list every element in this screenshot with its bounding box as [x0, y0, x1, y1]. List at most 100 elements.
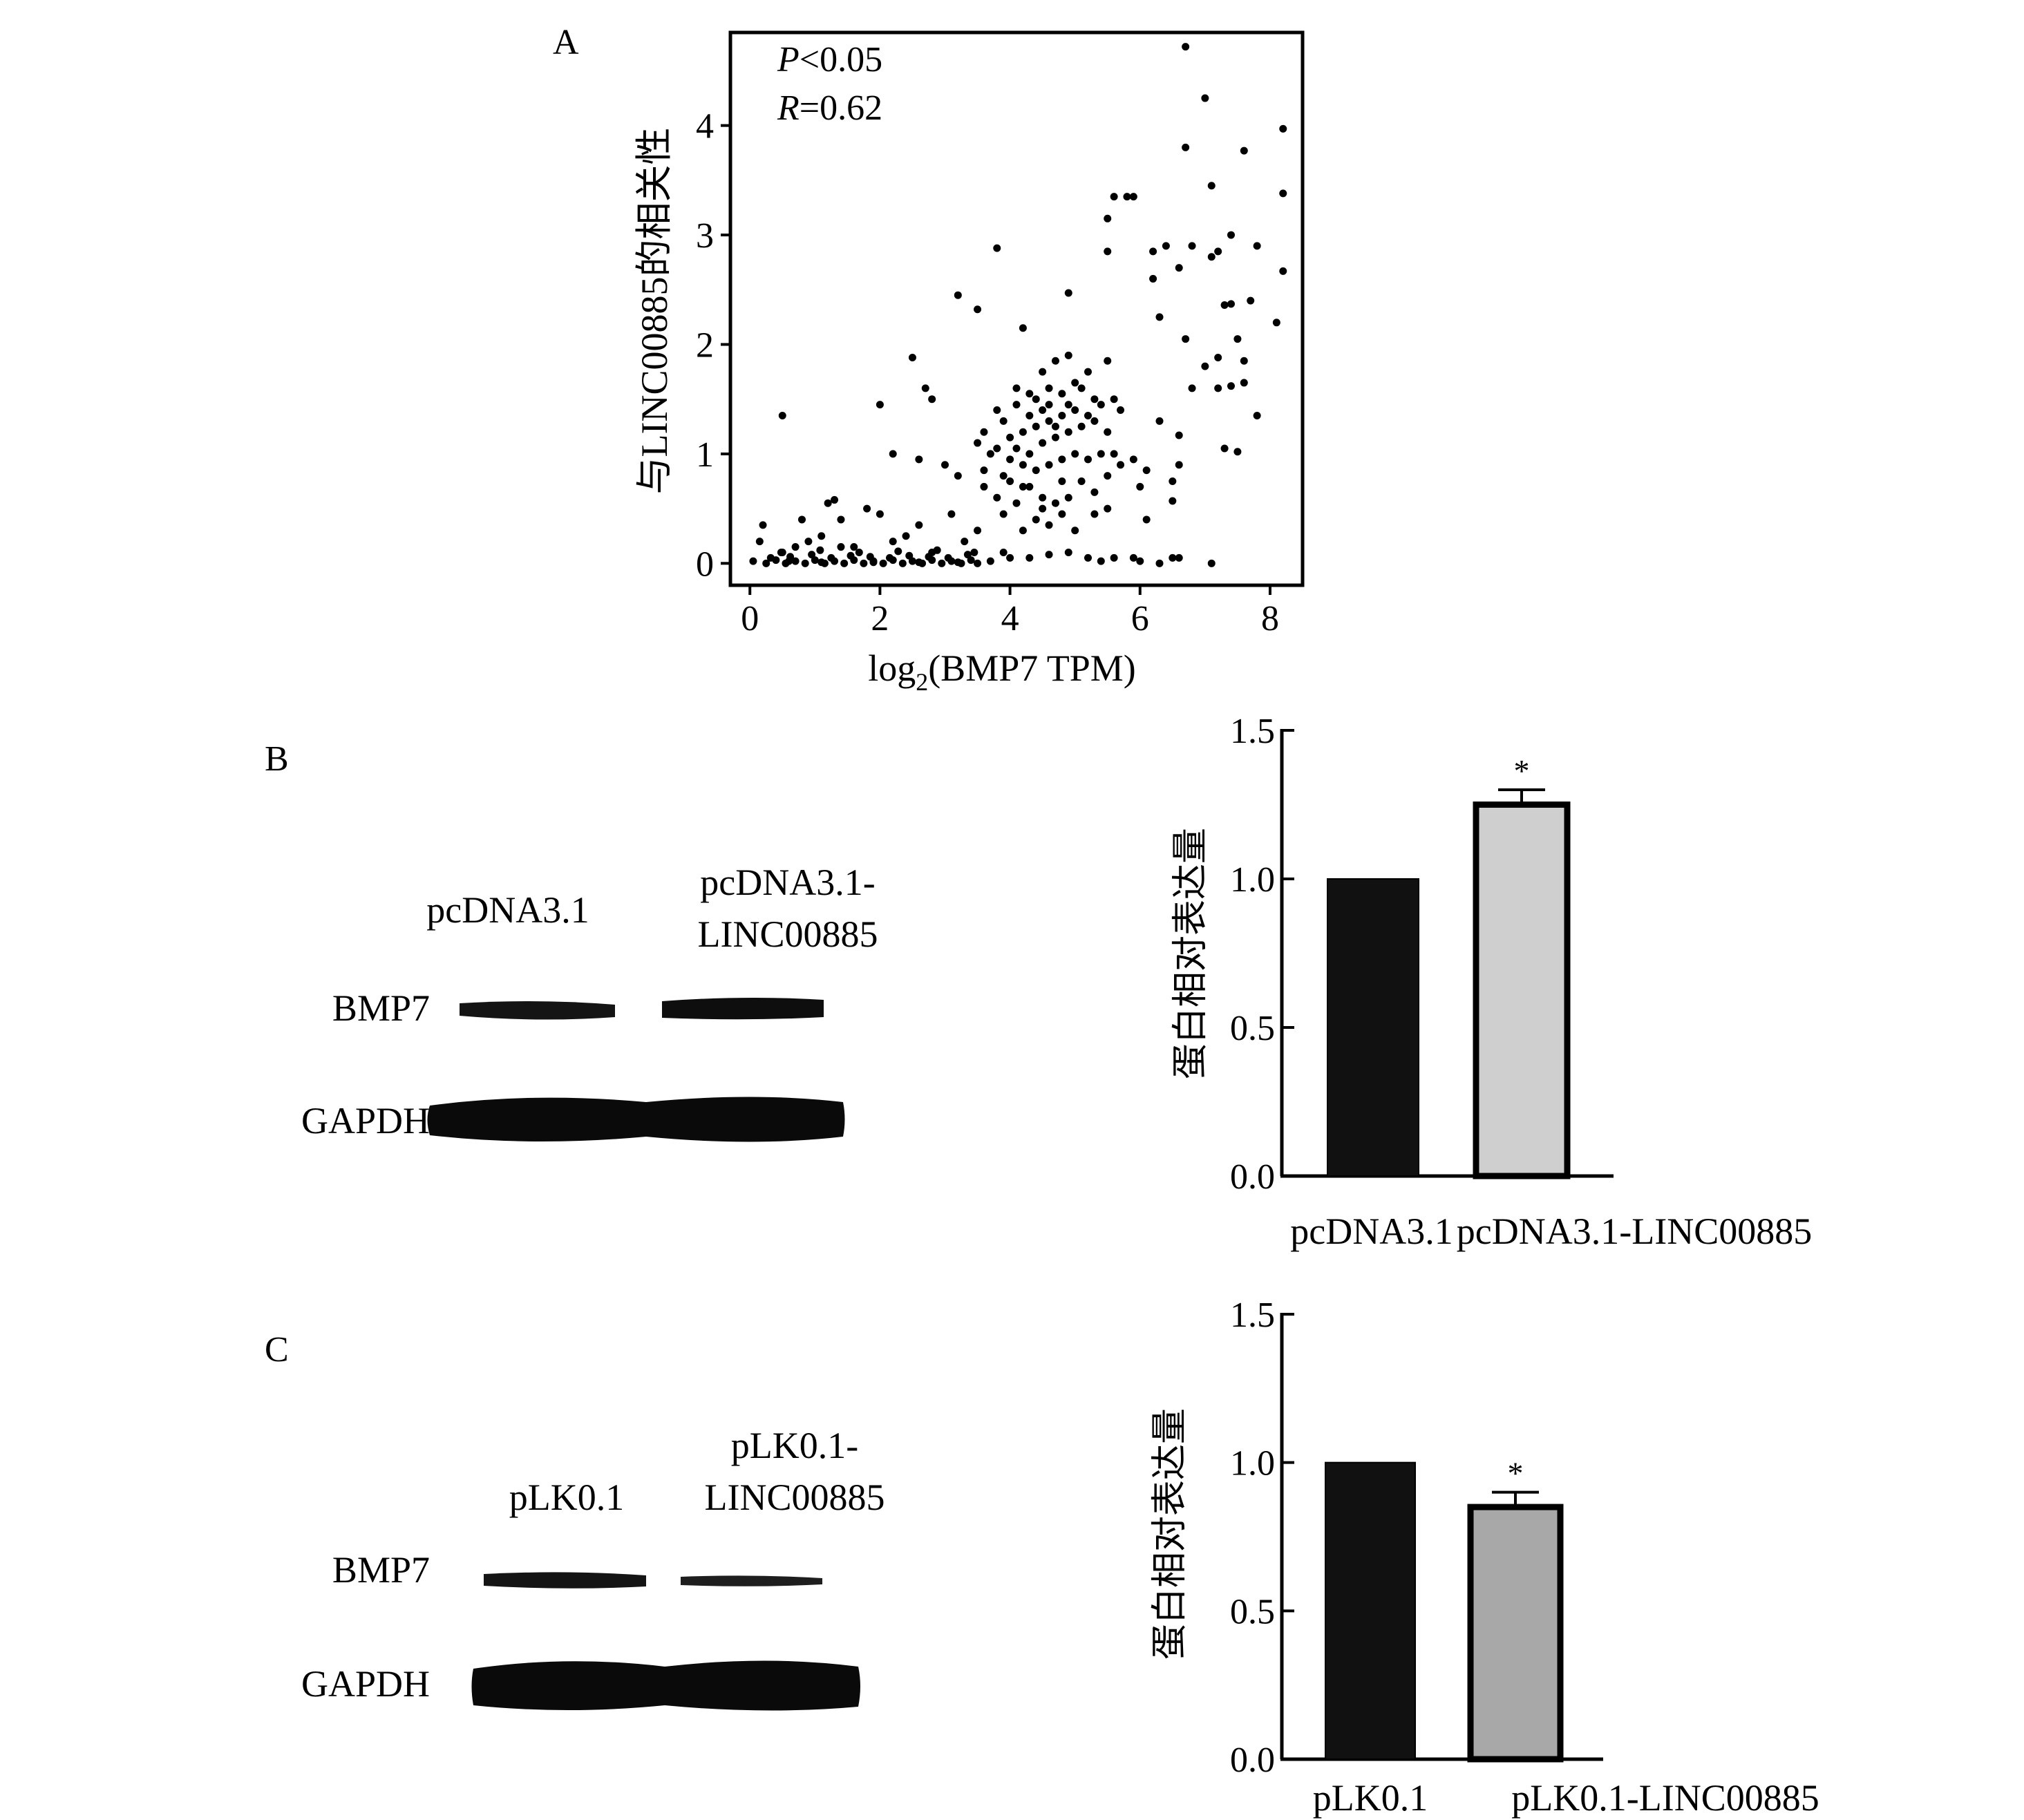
band-bmp7-lane2	[662, 997, 824, 1020]
lane-label-pcdna-linc-line1: pcDNA3.1-	[700, 862, 875, 903]
y-tick-label: 0.5	[1230, 1009, 1275, 1048]
scatter-point	[798, 515, 806, 524]
scatter-point	[938, 559, 946, 567]
scatter-point	[1182, 143, 1190, 151]
scatter-point	[1142, 466, 1151, 475]
scatter-point	[1240, 146, 1248, 155]
bar	[1473, 802, 1571, 1179]
scatter-point	[1032, 466, 1040, 475]
scatter-point	[860, 559, 868, 567]
band-bmp7-lane1	[460, 1001, 615, 1020]
y-tick-label: 0.0	[1230, 1741, 1275, 1780]
scatter-point	[755, 538, 764, 546]
panel-c-letter: C	[265, 1330, 289, 1369]
scatter-point	[811, 556, 819, 565]
scatter-point	[1155, 417, 1164, 425]
scatter-point	[1207, 253, 1216, 261]
scatter-point	[1175, 461, 1183, 469]
r-symbol: R	[777, 88, 800, 128]
p-value: <0.05	[800, 40, 882, 79]
bar-chart-b: 0.00.51.01.5pcDNA3.1*pcDNA3.1-LINC00885 …	[1171, 712, 1812, 1252]
panel-b: B pcDNA3.1 pcDNA3.1- LINC00885 BMP7 GAPD…	[265, 739, 878, 1142]
scatter-point	[1045, 461, 1053, 469]
scatter-point	[1025, 482, 1034, 491]
scatter-point	[1279, 189, 1287, 198]
scatter-point	[993, 406, 1001, 415]
scatter-point	[1188, 384, 1196, 392]
scatter-point	[954, 558, 962, 567]
scatter-point	[1077, 422, 1086, 430]
bar-b-marks: 0.0 0.5 1.0 1.5 pcDNA3.1 * pcDNA3.1-LINC00885	[1230, 712, 1812, 1252]
scatter-point	[1169, 477, 1177, 486]
scatter-point	[1136, 557, 1144, 565]
bar-c-marks: 0.0 0.5 1.0 1.5 pLK0.1 * pLK0.1-LINC00885	[1230, 1296, 1819, 1819]
scatter-point	[1279, 124, 1287, 133]
scatter-point	[999, 510, 1008, 518]
scatter-point	[831, 495, 839, 504]
x-tick-label: 4	[1001, 599, 1019, 638]
scatter-point	[1032, 515, 1040, 524]
scatter-point	[1025, 390, 1034, 398]
scatter-point	[1207, 182, 1216, 190]
scatter-point	[1045, 384, 1053, 392]
scatter-point	[898, 559, 907, 567]
scatter-point	[905, 551, 914, 560]
scatter-point	[785, 557, 793, 565]
scatter-point	[778, 411, 786, 419]
scatter-point	[1077, 384, 1086, 392]
scatter-point	[1175, 431, 1183, 439]
scatter-point	[1006, 455, 1014, 464]
y-tick-label: 1.5	[1230, 1296, 1275, 1335]
lane-label-plk-linc-line2: LINC00885	[705, 1477, 885, 1518]
significance-asterisk: *	[1514, 753, 1530, 788]
scatter-point	[933, 546, 941, 554]
scatter-point	[1025, 553, 1034, 562]
scatter-point	[837, 515, 845, 524]
scatter-point	[1227, 231, 1235, 239]
scatter-point	[1012, 401, 1021, 409]
scatter-point	[1039, 439, 1047, 447]
scatter-point	[1025, 450, 1034, 458]
scatter-point	[941, 461, 949, 469]
scatter-point	[1214, 353, 1222, 361]
scatter-point	[980, 466, 988, 475]
r-value: =0.62	[800, 88, 882, 128]
scatter-point	[1104, 214, 1112, 222]
scatter-point	[1012, 499, 1021, 507]
scatter-point	[915, 558, 923, 567]
scatter-point	[1104, 472, 1112, 480]
bar-c-y-axis-label: 蛋白相对表达量	[1151, 1408, 1190, 1660]
scatter-point	[1182, 335, 1190, 343]
scatter-point	[1006, 433, 1014, 442]
scatter-point	[993, 444, 1001, 453]
scatter-point	[1123, 193, 1131, 201]
scatter-point	[1051, 357, 1059, 365]
scatter-point	[876, 510, 884, 518]
scatter-point	[1214, 247, 1222, 256]
scatter-point	[1058, 455, 1066, 464]
row-label-bmp7: BMP7	[332, 1549, 430, 1591]
scatter-point	[908, 557, 916, 565]
scatter-point	[1032, 395, 1040, 404]
scatter-point	[1090, 488, 1099, 496]
scatter-point	[1169, 497, 1177, 505]
y-tick-label: 0.0	[1230, 1157, 1275, 1197]
bar	[1327, 878, 1419, 1177]
y-tick-label: 4	[696, 107, 714, 146]
lane-label-pcdna: pcDNA3.1	[426, 889, 589, 931]
scatter-point	[866, 553, 874, 561]
scatter-point	[1240, 357, 1248, 365]
scatter-point	[974, 439, 982, 447]
scatter-point	[1247, 296, 1255, 305]
x-category-label: pcDNA3.1-LINC00885	[1457, 1211, 1812, 1252]
scatter-point	[791, 557, 800, 565]
scatter-point	[850, 543, 858, 551]
scatter-point	[1058, 477, 1066, 486]
scatter-point	[1227, 382, 1235, 390]
scatter-point	[1155, 559, 1164, 567]
scatter-point	[1006, 553, 1014, 562]
scatter-point	[915, 521, 923, 529]
scatter-point	[1201, 94, 1209, 102]
y-tick-label: 1.0	[1230, 1444, 1275, 1484]
